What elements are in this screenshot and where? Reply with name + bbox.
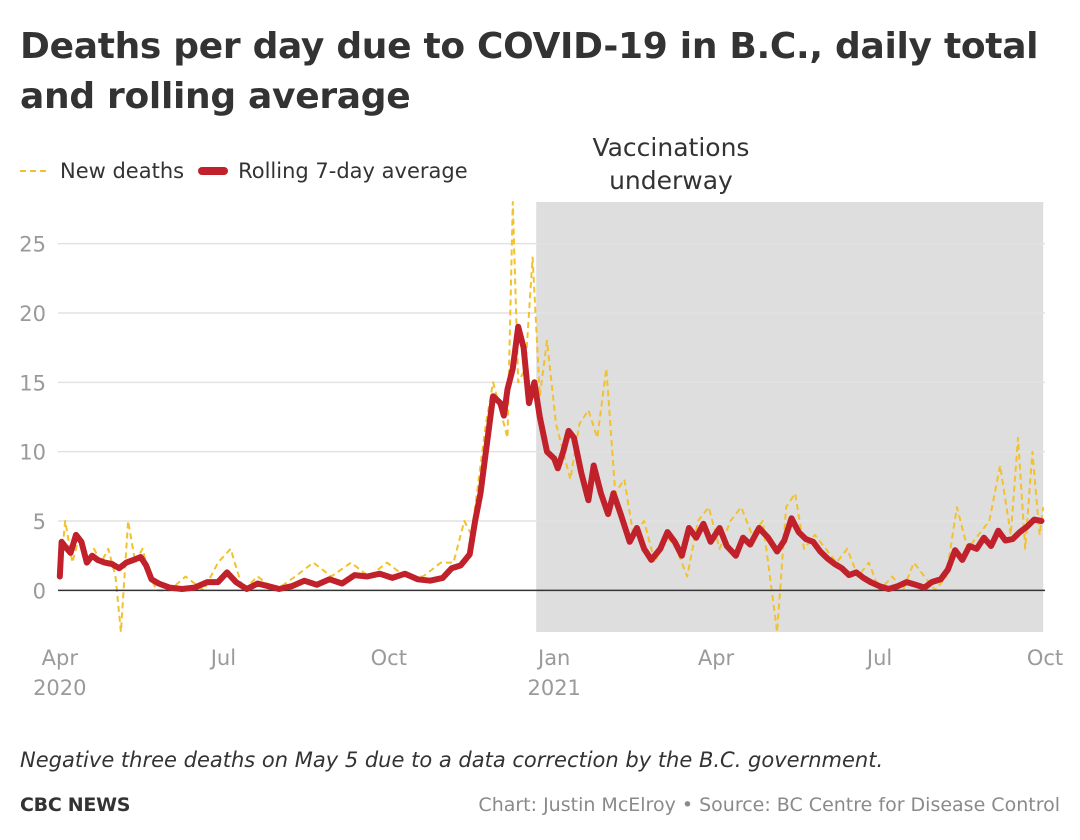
chart-note: Negative three deaths on May 5 due to a … [20, 748, 884, 772]
x-tick-sublabel-0: 2020 [33, 676, 86, 700]
legend-swatch-dashed [20, 170, 46, 172]
series-line-rolling-average [56, 323, 1045, 592]
shaded-region-label-line1: Vaccinations [592, 133, 749, 162]
y-tick-label-10: 10 [19, 441, 46, 465]
chart-title: Deaths per day due to COVID-19 in B.C., … [20, 26, 1039, 117]
chart-legend: New deaths Rolling 7-day average [20, 156, 482, 186]
y-tick-label-15: 15 [19, 371, 46, 395]
x-tick-label-6: Oct [1027, 646, 1063, 670]
legend-swatch-solid [198, 167, 229, 175]
x-tick-label-2: Oct [371, 646, 407, 670]
x-tick-label-5: Jul [865, 646, 892, 670]
chart-credit: Chart: Justin McElroy • Source: BC Centr… [478, 794, 1060, 816]
x-tick-label-0: Apr [42, 646, 79, 670]
legend-label-new-deaths: New deaths [60, 159, 185, 183]
y-tick-label-0: 0 [33, 579, 46, 603]
cbc-news-logo: CBC NEWS [20, 794, 131, 816]
legend-item-new-deaths: New deaths [20, 159, 184, 183]
shaded-region-label-line2: underway [609, 166, 733, 195]
y-tick-label-5: 5 [33, 510, 46, 534]
y-tick-label-25: 25 [19, 233, 46, 257]
legend-item-rolling-average: Rolling 7-day average [198, 159, 468, 183]
vaccination-shaded-region [536, 202, 1044, 632]
legend-label-rolling-average: Rolling 7-day average [238, 159, 468, 183]
line-chart: Vaccinations underway 0 5 10 15 20 25 Apr 2020 Jul… [19, 133, 1063, 700]
y-tick-label-20: 20 [19, 302, 46, 326]
x-tick-label-3: Jan [536, 646, 570, 670]
x-tick-sublabel-3: 2021 [527, 676, 580, 700]
x-tick-label-1: Jul [209, 646, 236, 670]
series-line-new-deaths [58, 201, 1045, 633]
x-tick-label-4: Apr [698, 646, 735, 670]
